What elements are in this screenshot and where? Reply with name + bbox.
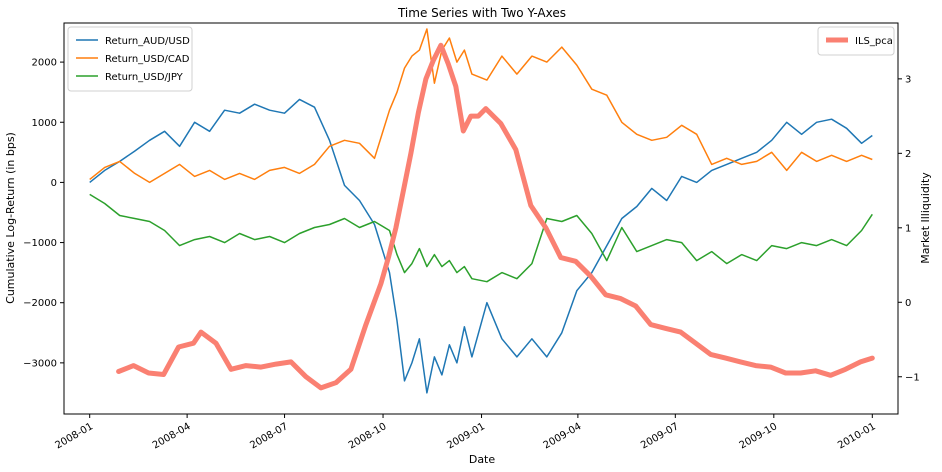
y-right-tick-label: 3 bbox=[905, 74, 911, 85]
legend-right: ILS_pca bbox=[817, 26, 895, 56]
left-series-layer bbox=[89, 28, 873, 394]
y-left-tick-label: −2000 bbox=[23, 298, 57, 309]
y-axis-left: 2000 1000 0 −1000 −2000 −3000 bbox=[23, 58, 64, 369]
y-right-tick-label: −1 bbox=[905, 372, 920, 383]
y-left-tick-label: 2000 bbox=[32, 58, 57, 69]
series-line-return-usd-cad bbox=[89, 28, 873, 184]
x-tick-label: 2010-01 bbox=[836, 421, 878, 451]
x-tick-label: 2009-01 bbox=[445, 421, 487, 451]
x-tick-label: 2009-04 bbox=[542, 421, 584, 451]
y-right-tick-label: 2 bbox=[905, 149, 911, 160]
series-line-return-aud-usd bbox=[89, 98, 873, 394]
legend-label-return-aud-usd: Return_AUD/USD bbox=[105, 36, 190, 47]
x-axis-label: Date bbox=[469, 453, 496, 466]
y-axis-label-left: Cumulative Log-Return (in bps) bbox=[4, 132, 17, 304]
legend-left: Return_AUD/USD Return_USD/CAD Return_USD/J… bbox=[67, 26, 193, 92]
chart-title: Time Series with Two Y-Axes bbox=[397, 6, 566, 20]
y-left-tick-label: −1000 bbox=[23, 238, 57, 249]
x-tick-label: 2008-01 bbox=[53, 421, 95, 451]
series-line-ils-pca bbox=[116, 42, 875, 391]
plot-frame bbox=[63, 22, 899, 415]
right-series-layer bbox=[116, 42, 875, 391]
y-right-tick-label: 1 bbox=[905, 223, 911, 234]
y-axis-right: 3 2 1 0 −1 bbox=[898, 74, 920, 383]
y-left-tick-label: 1000 bbox=[32, 118, 57, 129]
legend-box bbox=[817, 26, 895, 56]
x-tick-label: 2008-04 bbox=[151, 421, 193, 451]
x-axis: 2008-01 2008-04 2008-07 2008-10 2009-01 2009-… bbox=[53, 414, 878, 451]
x-tick-label: 2009-07 bbox=[639, 421, 681, 451]
y-left-tick-label: −3000 bbox=[23, 358, 57, 369]
x-tick-label: 2009-10 bbox=[738, 421, 780, 451]
y-axis-label-right: Market Illiquidity bbox=[919, 172, 932, 264]
x-tick-label: 2008-07 bbox=[248, 421, 290, 451]
y-right-tick-label: 0 bbox=[905, 298, 911, 309]
legend-box bbox=[67, 26, 193, 92]
legend-label-return-usd-cad: Return_USD/CAD bbox=[105, 54, 190, 65]
legend-label-return-usd-jpy: Return_USD/JPY bbox=[105, 72, 184, 83]
y-left-tick-label: 0 bbox=[51, 178, 57, 189]
x-tick-label: 2008-10 bbox=[347, 421, 389, 451]
series-line-return-usd-jpy bbox=[89, 193, 873, 283]
legend-label-ils-pca: ILS_pca bbox=[855, 36, 893, 47]
